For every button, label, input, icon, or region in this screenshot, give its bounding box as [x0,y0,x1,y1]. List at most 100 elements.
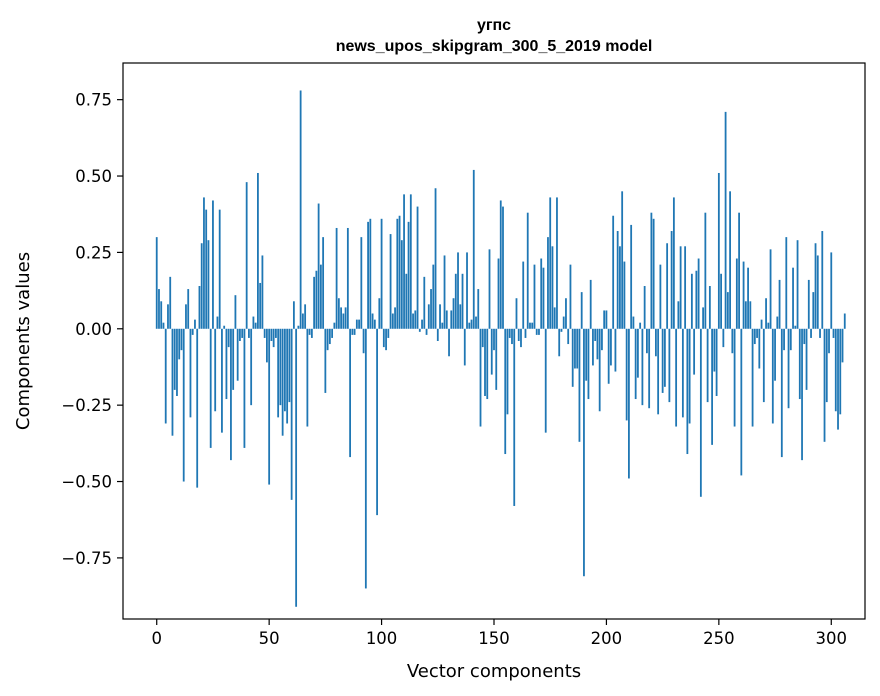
bar [167,304,169,329]
bar [765,298,767,329]
bar [297,325,300,329]
bar [425,328,428,335]
bar [301,313,304,329]
bar [693,328,696,375]
bar [349,328,351,458]
x-tick-label: 100 [366,629,398,648]
bar [180,328,183,351]
bar [812,292,815,329]
bar [535,328,538,335]
bar [178,328,181,360]
bar [587,328,590,400]
bar [837,328,839,430]
bar [367,221,369,329]
bar [351,328,354,335]
bar [185,304,187,329]
bar [513,328,516,506]
bar [200,243,203,329]
bar [439,304,441,329]
bar [511,328,513,345]
bar [234,295,237,329]
bar [686,328,689,455]
bar [346,227,349,329]
bar [583,328,585,577]
bar [780,328,783,458]
bar [308,328,311,335]
bar [585,328,588,381]
bar [654,328,657,357]
bar [675,328,678,427]
bar [522,261,525,329]
bar [720,273,722,329]
bar [490,328,493,375]
bar [690,273,693,329]
bar [796,240,799,329]
bar [711,328,713,445]
bar [594,328,597,341]
bar [792,267,794,329]
bar [504,328,507,455]
bar [418,328,421,332]
bar [279,328,282,406]
bar [394,307,396,329]
bar [214,328,217,412]
bar [580,292,583,329]
bar [742,261,745,329]
bar [313,276,316,329]
bar [738,212,740,329]
bar [261,255,264,329]
bar [499,200,502,329]
bar [194,319,196,329]
bar [257,172,259,329]
bar [652,218,655,329]
bar [704,212,707,329]
bar [726,292,729,329]
bar [814,243,817,329]
bar [225,328,228,400]
bar [832,328,835,338]
bar [479,328,482,427]
bar [189,328,192,418]
bar [337,298,340,329]
bar [176,328,178,396]
bar [283,328,286,412]
bar [610,328,612,366]
bar [196,328,199,488]
bar [592,328,594,366]
bar [778,279,781,329]
x-tick-label: 200 [591,629,623,648]
bar [335,227,338,329]
bar [641,328,644,406]
x-axis-label: Vector components [407,661,581,682]
bar [254,322,257,329]
bar [713,328,716,372]
bar [162,322,165,329]
y-axis-ticks: −0.75 −0.50 −0.25 0.00 0.25 0.50 0.75 [61,91,123,568]
bar [310,328,313,338]
bar [281,328,284,436]
bar [288,328,291,403]
bar [601,328,603,351]
bar [326,328,329,351]
bar [371,313,374,329]
bar [589,279,592,329]
bar [774,328,776,381]
bar [355,319,358,329]
bar [787,328,790,409]
bar [493,328,495,351]
bar [524,328,527,338]
bar [556,197,558,329]
bar [677,301,680,329]
bar [286,328,289,424]
bar [740,328,743,476]
bar [544,328,547,433]
bar [252,316,255,329]
bar [232,328,235,390]
bars-group [155,90,846,607]
bar [551,246,554,329]
bar [767,322,770,329]
bar [216,316,219,329]
bar [486,328,489,400]
bar [463,328,466,366]
bar [625,328,628,421]
